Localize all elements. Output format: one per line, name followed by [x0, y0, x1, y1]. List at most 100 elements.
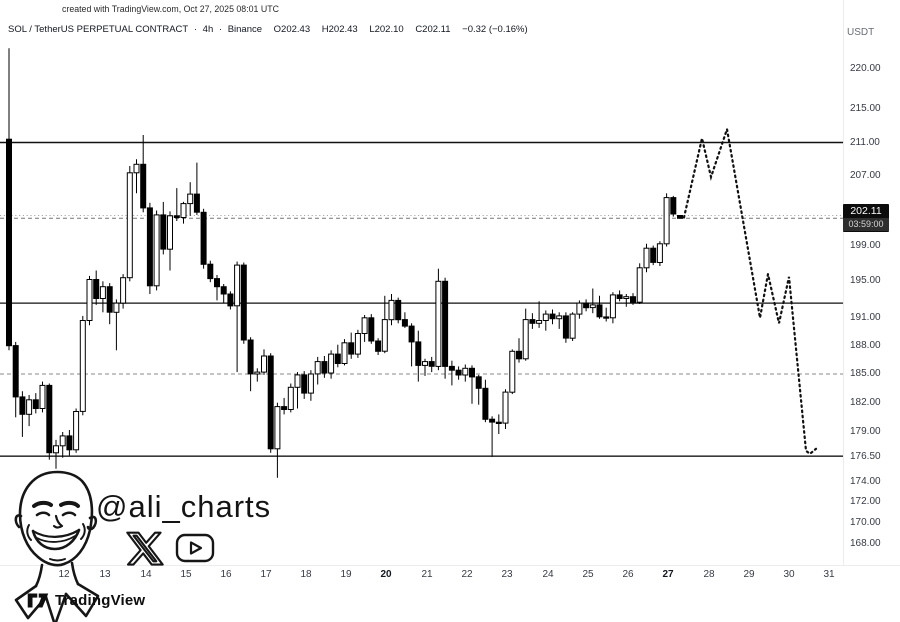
candle	[643, 243, 650, 273]
candle	[462, 364, 469, 382]
shirt-opening	[44, 592, 68, 622]
candle	[502, 389, 509, 429]
candle	[274, 402, 281, 478]
chin-crease	[49, 558, 66, 562]
candle	[428, 356, 435, 373]
candle	[583, 299, 590, 312]
candle	[167, 211, 173, 271]
candle	[214, 275, 220, 301]
candle	[670, 195, 677, 217]
candle	[663, 193, 670, 247]
candle	[281, 397, 288, 415]
interval-label[interactable]: 4h	[202, 24, 214, 35]
candle	[388, 294, 395, 326]
time-tick-29: 29	[743, 569, 755, 580]
right-smile-crease	[80, 523, 86, 540]
neck-right	[70, 561, 80, 586]
candle	[79, 315, 86, 416]
youtube-icon	[175, 533, 215, 563]
price-tick-199.00: 199.00	[850, 240, 881, 251]
candle	[609, 292, 616, 324]
symbol-name[interactable]: SOL / TetherUS PERPETUAL CONTRACT	[8, 24, 189, 35]
last-price-marker: 202.11 03:59:00	[843, 204, 889, 232]
price-tick-195.00: 195.00	[850, 275, 881, 286]
right-eye	[61, 511, 77, 517]
candle	[603, 307, 610, 322]
ohlc-open: O202.43	[273, 24, 311, 35]
time-tick-15: 15	[180, 569, 192, 580]
candle	[616, 290, 623, 302]
candle	[415, 330, 422, 382]
candle	[140, 135, 147, 213]
candle	[455, 366, 462, 380]
left-eye	[35, 511, 51, 517]
left-eyebrow	[32, 500, 53, 508]
candle	[562, 312, 569, 343]
candle	[220, 284, 227, 304]
candle	[542, 310, 549, 331]
candle	[636, 263, 643, 304]
bar-countdown: 03:59:00	[843, 218, 889, 231]
candle	[375, 338, 382, 355]
candle	[86, 275, 93, 326]
candle	[448, 360, 455, 386]
time-tick-12: 12	[58, 569, 70, 580]
time-tick-21: 21	[421, 569, 433, 580]
time-tick-17: 17	[260, 569, 272, 580]
candle	[193, 162, 200, 215]
candle	[73, 408, 80, 453]
candle	[569, 312, 576, 341]
candle	[536, 301, 543, 328]
candle	[408, 323, 415, 367]
candle	[381, 295, 388, 354]
ohlc-high: H202.43	[321, 24, 358, 35]
time-tick-13: 13	[99, 569, 111, 580]
candle	[348, 332, 355, 359]
forecast-projection-path[interactable]	[682, 128, 818, 456]
time-tick-22: 22	[461, 569, 473, 580]
price-tick-188.00: 188.00	[850, 340, 881, 351]
price-axis[interactable]: 220.00215.00211.00207.00203.00199.00195.…	[843, 0, 900, 565]
time-tick-19: 19	[340, 569, 352, 580]
candle	[623, 294, 630, 307]
time-tick-26: 26	[622, 569, 634, 580]
candle	[254, 368, 261, 382]
candle	[556, 312, 563, 329]
time-tick-28: 28	[703, 569, 715, 580]
time-axis[interactable]: 12 13 14 15 16 17 18 19 20 21 22 23 24 25 26 27 28 29 30 31	[0, 565, 900, 588]
upper-lip	[31, 528, 81, 538]
candle	[234, 261, 241, 373]
price-tick-172.00: 172.00	[850, 496, 881, 507]
candle	[146, 202, 153, 294]
created-with-line: created with TradingView.com, Oct 27, 20…	[62, 4, 279, 14]
candle	[475, 374, 482, 405]
candle	[549, 309, 556, 325]
candle	[522, 308, 529, 361]
candle	[46, 383, 53, 460]
candle	[207, 260, 214, 283]
candle	[12, 341, 19, 418]
candle	[180, 201, 187, 224]
price-tick-179.00: 179.00	[850, 426, 881, 437]
time-tick-23: 23	[501, 569, 513, 580]
separator-dot: ·	[218, 24, 223, 35]
candle	[469, 365, 475, 404]
candle	[677, 215, 683, 219]
time-tick-14: 14	[140, 569, 152, 580]
tradingview-brand[interactable]: TradingView	[27, 591, 145, 610]
symbol-header[interactable]: SOL / TetherUS PERPETUAL CONTRACT · 4h ·…	[8, 24, 531, 35]
candle	[247, 337, 254, 392]
candle	[650, 245, 657, 266]
candle	[6, 48, 12, 351]
candle	[495, 414, 502, 434]
time-tick-25: 25	[582, 569, 594, 580]
price-tick-174.00: 174.00	[850, 476, 881, 487]
ohlc-change: −0.32 (−0.16%)	[462, 24, 528, 35]
candle	[334, 344, 341, 368]
candle	[227, 291, 234, 310]
currency-label: USDT	[847, 27, 875, 38]
candle	[630, 293, 636, 305]
candle	[435, 268, 442, 371]
candle	[106, 283, 113, 325]
